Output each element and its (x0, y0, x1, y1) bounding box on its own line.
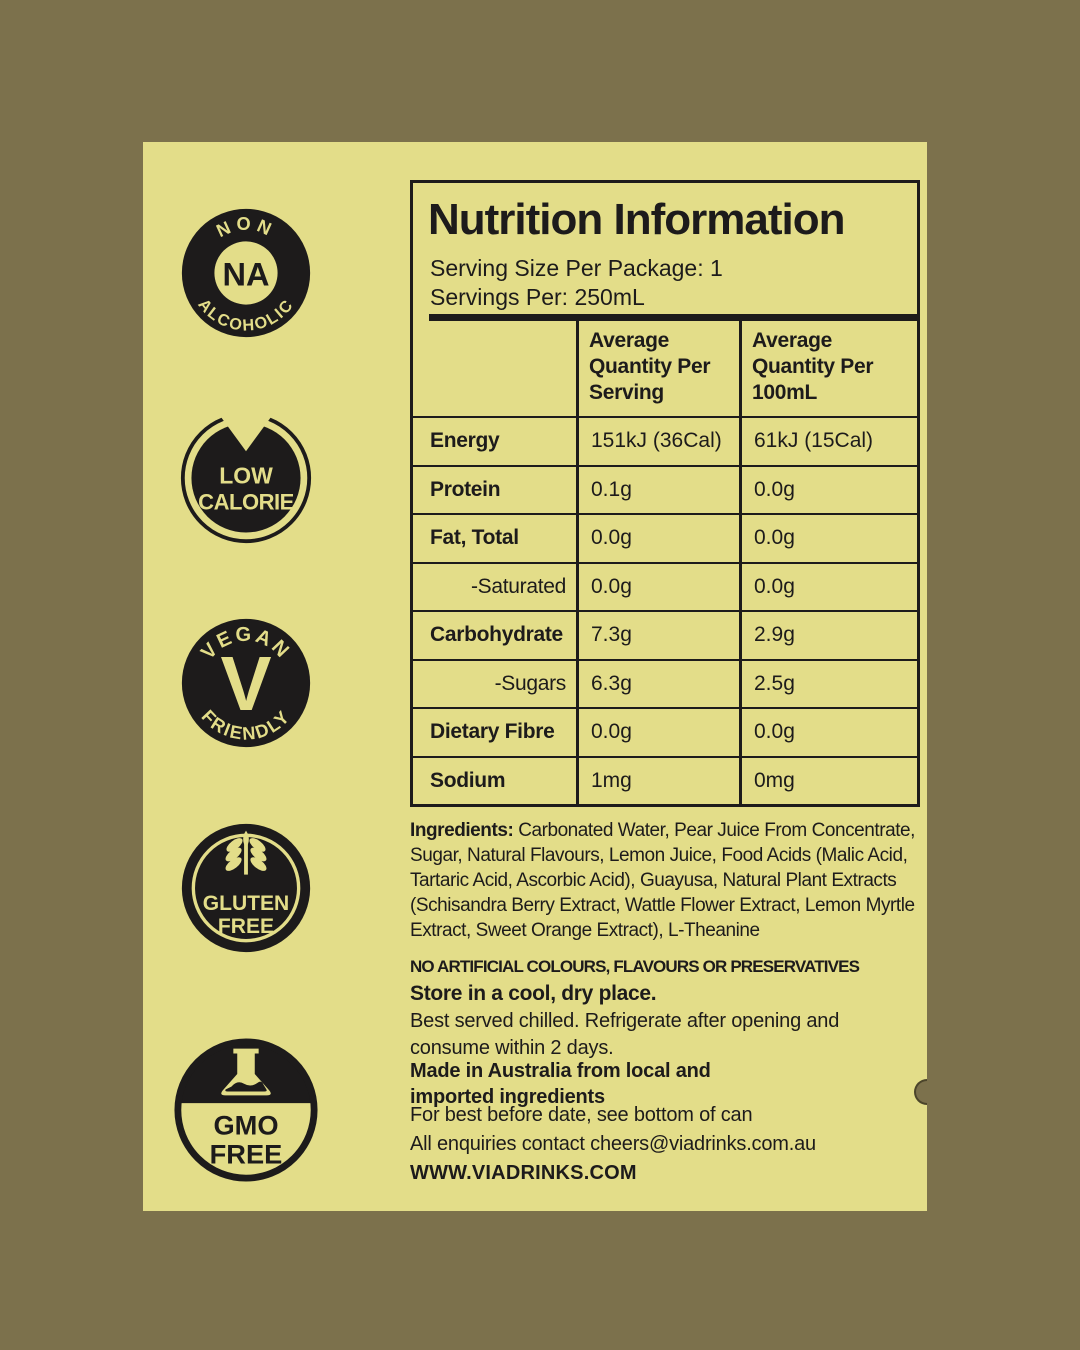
row-label: -Sugars (413, 658, 576, 708)
badge-low-calorie: LOW CALORIE (179, 411, 313, 545)
badge-vegan-friendly: V VEGAN FRIENDLY (179, 616, 313, 750)
row-value: 7.3g (576, 610, 739, 659)
vegan-friendly-icon: V VEGAN FRIENDLY (181, 618, 311, 748)
row-value: 0.0g (739, 707, 917, 756)
row-label: -Saturated (413, 561, 576, 611)
row-label: Fat, Total (413, 513, 576, 562)
row-value: 151kJ (36Cal) (576, 416, 739, 465)
badge-gmo-free: GMO FREE (173, 1037, 319, 1183)
header-per-100ml: Average Quantity Per 100mL (739, 321, 917, 416)
badge-free-text: FREE (218, 915, 274, 938)
ingredients-paragraph: Ingredients: Carbonated Water, Pear Juic… (410, 818, 926, 943)
serving-advice: Best served chilled. Refrigerate after o… (410, 1010, 840, 1059)
row-value: 1mg (576, 755, 739, 804)
badge-non-alcoholic: NA NON ALCOHOLIC (179, 206, 313, 340)
wheat-icon (225, 830, 267, 875)
website-url: WWW.VIADRINKS.COM (410, 1162, 637, 1184)
row-value: 0.0g (576, 513, 739, 562)
non-alcoholic-icon: NA NON ALCOHOLIC (181, 208, 311, 338)
badge-calorie-text: CALORIE (198, 490, 294, 515)
row-value: 0mg (739, 755, 917, 804)
gmo-free-icon: GMO FREE (174, 1038, 318, 1182)
row-label: Carbohydrate (413, 610, 576, 659)
row-value: 0.0g (739, 561, 917, 610)
row-value: 0.1g (576, 464, 739, 513)
made-in-statement: Made in Australia from local and importe… (410, 1060, 711, 1108)
badge-low-text: LOW (219, 463, 273, 489)
ingredients-heading: Ingredients: (410, 820, 514, 841)
nutrition-table: Average Quantity Per Serving Average Qua… (413, 314, 917, 804)
gluten-free-icon: GLUTEN FREE (181, 823, 311, 953)
ingredients-text: Carbonated Water, Pear Juice From Concen… (410, 820, 915, 941)
serving-size-line: Serving Size Per Package: 1 (430, 255, 723, 281)
low-calorie-icon: LOW CALORIE (180, 411, 312, 544)
row-value: 61kJ (15Cal) (739, 416, 917, 465)
can-label: NA NON ALCOHOLIC LOW CALORIE V (143, 142, 927, 1211)
row-label: Protein (413, 464, 576, 514)
row-label: Dietary Fibre (413, 707, 576, 756)
flask-icon (221, 1048, 271, 1096)
nutrition-panel: Nutrition Information Serving Size Per P… (410, 180, 920, 807)
row-value: 2.9g (739, 610, 917, 659)
header-blank (413, 321, 576, 416)
enquiries-contact: All enquiries contact cheers@viadrinks.c… (410, 1133, 816, 1155)
row-value: 6.3g (576, 658, 739, 707)
panel-title: Nutrition Information (428, 195, 845, 244)
best-before-note: For best before date, see bottom of can (410, 1104, 753, 1126)
row-value: 0.0g (739, 513, 917, 562)
row-value: 0.0g (576, 707, 739, 756)
badge-na-text: NA (223, 256, 270, 292)
servings-line: Servings Per: 250mL (430, 284, 645, 310)
badge-gmo-text: GMO (213, 1109, 278, 1140)
edge-curve-mark (914, 1079, 927, 1105)
storage-instruction: Store in a cool, dry place. (410, 982, 657, 1005)
badge-gluten-free: GLUTEN FREE (179, 821, 313, 955)
row-value: 0.0g (576, 561, 739, 610)
badge-v-text: V (220, 642, 271, 727)
row-label: Energy (413, 416, 576, 465)
badge-gluten-text: GLUTEN (203, 892, 290, 915)
table-top-bar (429, 314, 917, 321)
row-label: Sodium (413, 755, 576, 805)
no-artificial-claim: NO ARTIFICIAL COLOURS, FLAVOURS OR PRESE… (410, 957, 860, 976)
badge-free-text: FREE (210, 1139, 283, 1170)
row-value: 0.0g (739, 464, 917, 513)
row-value: 2.5g (739, 658, 917, 707)
header-per-serving: Average Quantity Per Serving (576, 321, 739, 416)
